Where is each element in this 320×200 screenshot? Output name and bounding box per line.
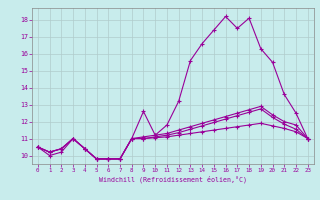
X-axis label: Windchill (Refroidissement éolien,°C): Windchill (Refroidissement éolien,°C) bbox=[99, 176, 247, 183]
